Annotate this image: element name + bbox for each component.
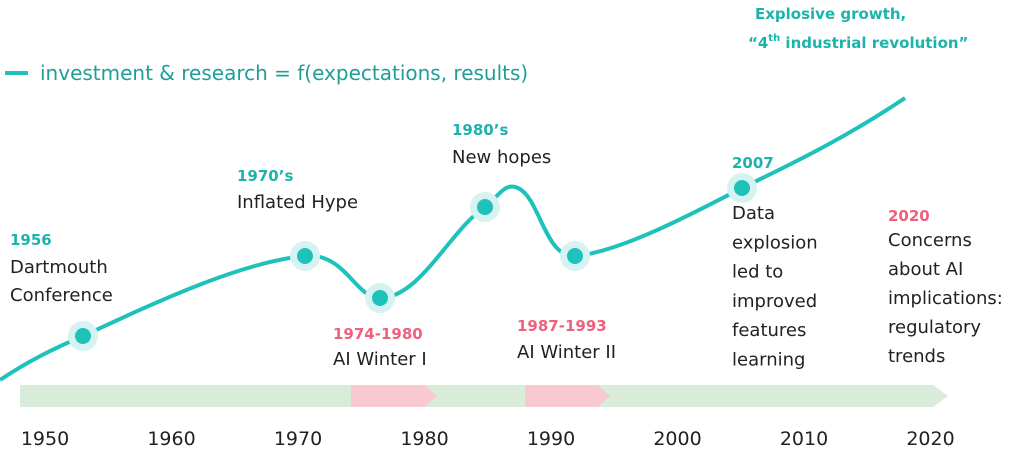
event-label: 2007: [732, 154, 774, 172]
headline: “4th industrial revolution”: [748, 33, 968, 52]
headline-part: “4: [748, 34, 768, 52]
axis-label: 2020: [906, 428, 954, 450]
point: [477, 199, 493, 215]
event-text: AI Winter II: [517, 342, 616, 363]
event-text: implications:: [888, 288, 1003, 309]
event-text: led to: [732, 262, 783, 283]
event-label: 1987-1993: [517, 317, 607, 335]
legend-text: investment & research = f(expectations, …: [40, 61, 528, 85]
event-text: improved: [732, 291, 817, 312]
event-text: learning: [732, 350, 805, 371]
event-label: 1974-1980: [333, 325, 423, 343]
event-text: about AI: [888, 259, 963, 280]
axis-label: 1960: [147, 428, 195, 450]
event-text: regulatory: [888, 317, 981, 338]
event-text: Concerns: [888, 230, 972, 251]
event-text: Data: [732, 203, 775, 224]
event-label: 1970’s: [237, 167, 293, 185]
timeline-bar: [20, 385, 948, 407]
winter-band: [351, 385, 437, 407]
event-label: 1956: [10, 231, 52, 249]
point: [372, 290, 388, 306]
event-text: New hopes: [452, 147, 551, 168]
winter-band: [525, 385, 610, 407]
point: [297, 248, 313, 264]
event-text: Conference: [10, 285, 113, 306]
headline: Explosive growth,: [755, 5, 906, 23]
curve-points: [68, 173, 757, 351]
x-axis: 1950 1960 1970 1980 1990 2000 2010 2020: [21, 428, 955, 450]
event-text: explosion: [732, 232, 818, 253]
axis-label: 1980: [400, 428, 448, 450]
event-text: Dartmouth: [10, 257, 108, 278]
headline-sup: th: [768, 33, 780, 44]
event-text: AI Winter I: [333, 349, 427, 370]
point: [567, 248, 583, 264]
event-label: 2020: [888, 207, 930, 225]
axis-label: 2010: [780, 428, 828, 450]
point: [75, 328, 91, 344]
event-text: Inflated Hype: [237, 192, 358, 213]
event-text: trends: [888, 346, 945, 367]
events: 1956 Dartmouth Conference 1970’s Inflated Hy…: [10, 121, 1003, 371]
point: [734, 180, 750, 196]
axis-label: 1970: [274, 428, 322, 450]
headline-part: industrial revolution”: [780, 34, 968, 52]
axis-label: 1950: [21, 428, 69, 450]
axis-label: 2000: [653, 428, 701, 450]
event-label: 1980’s: [452, 121, 508, 139]
event-text: features: [732, 320, 806, 341]
timeline-green: [20, 385, 948, 407]
axis-label: 1990: [527, 428, 575, 450]
